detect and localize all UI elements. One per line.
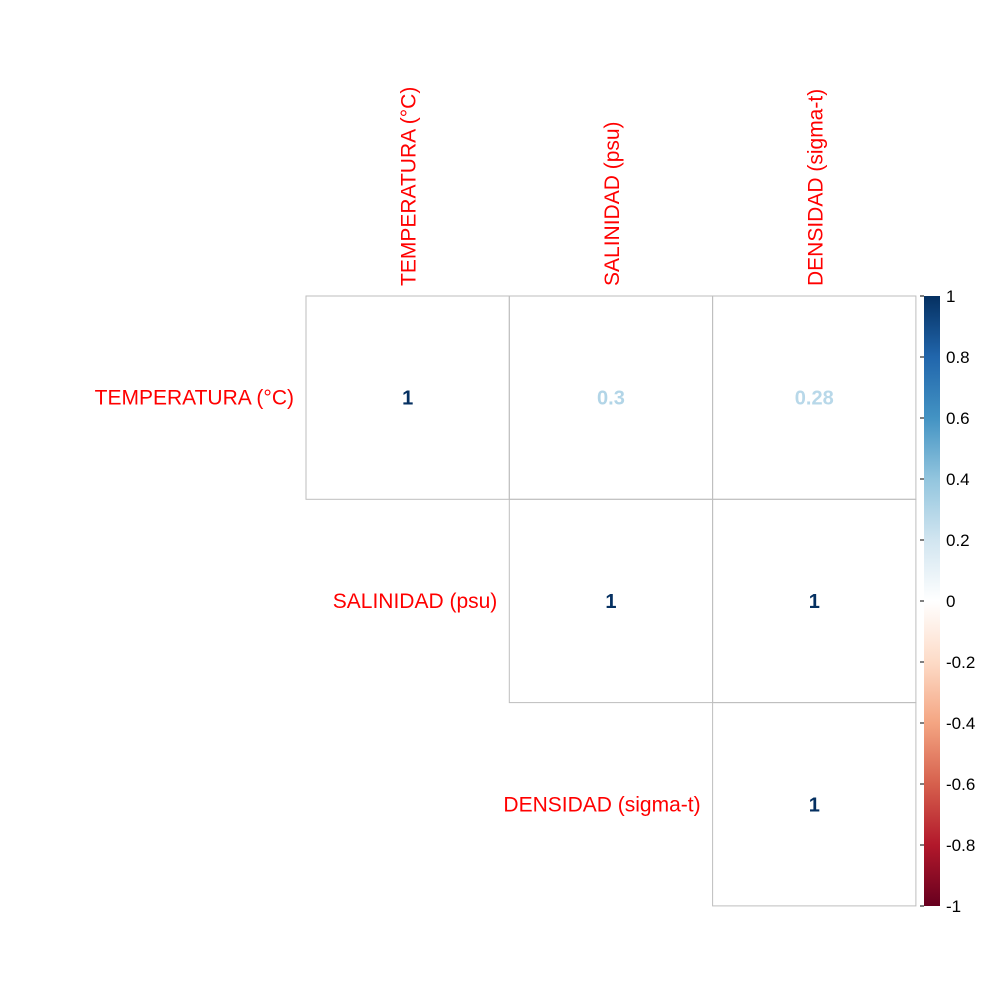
colorbar-tick-label: -0.6 (946, 775, 975, 794)
cell-value-label: 1 (605, 591, 616, 613)
colorbar: 1 0.8 0.6 0.4 0.2 0 -0.2 -0.4 -0.6 -0.8 -1 (920, 287, 975, 916)
cell-value-label: 1 (402, 388, 413, 410)
colorbar-tick-label: 0.2 (946, 531, 970, 550)
cell-value-label: 1 (809, 794, 820, 816)
column-label: DENSIDAD (sigma-t) (804, 89, 827, 286)
column-label: SALINIDAD (psu) (601, 121, 624, 286)
matrix-cell (712, 702, 917, 907)
row-label: TEMPERATURA (°C) (95, 387, 294, 410)
colorbar-tick-label: -0.8 (946, 836, 975, 855)
grid-layer (305, 295, 917, 907)
cell-value-label: 0.3 (597, 388, 625, 410)
cell-value-label: 1 (809, 591, 820, 613)
colorbar-tick-label: -0.4 (946, 714, 975, 733)
row-labels: TEMPERATURA (°C) SALINIDAD (psu) DENSIDAD … (95, 387, 701, 817)
cell-layer: 1 0.3 0.28 1 1 1 (402, 388, 834, 817)
colorbar-tick-label: 0 (946, 592, 955, 611)
cell-value-label: 0.28 (795, 388, 834, 410)
column-label: TEMPERATURA (°C) (398, 87, 421, 286)
row-label: DENSIDAD (sigma-t) (503, 793, 700, 816)
row-label: SALINIDAD (psu) (333, 590, 498, 613)
colorbar-tick-label: -1 (946, 897, 961, 916)
colorbar-gradient (924, 296, 940, 906)
colorbar-tick-label: 0.8 (946, 348, 970, 367)
colorbar-tick-label: 0.4 (946, 470, 970, 489)
colorbar-tick-label: -0.2 (946, 653, 975, 672)
colorbar-tick-label: 0.6 (946, 409, 970, 428)
colorbar-tick-label: 1 (946, 287, 955, 306)
column-labels: TEMPERATURA (°C) SALINIDAD (psu) DENSIDAD … (398, 87, 828, 286)
